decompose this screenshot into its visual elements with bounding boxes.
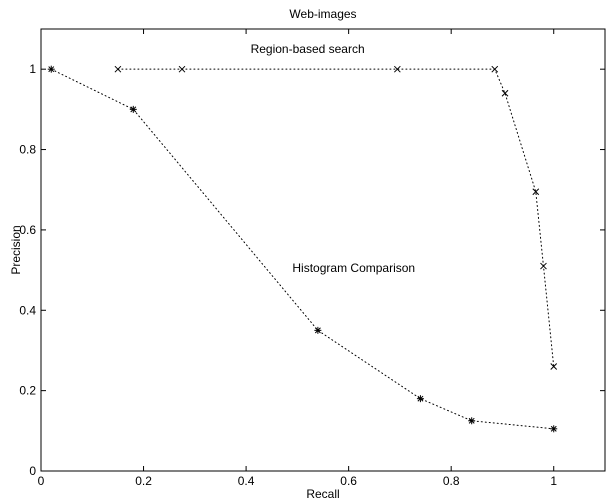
data-point (129, 105, 137, 113)
x-tick-label: 1 (550, 474, 557, 488)
y-tick-label: 0.4 (19, 303, 36, 317)
data-point (393, 65, 401, 73)
data-point (501, 89, 509, 97)
x-tick-label: 0 (38, 474, 45, 488)
y-tick-label: 0.6 (19, 223, 36, 237)
y-tick-label: 0.2 (19, 384, 36, 398)
y-axis-ticks: 0 0.2 0.4 0.6 0.8 1 (19, 62, 605, 478)
y-axis-label: Precision (9, 225, 23, 274)
data-point (416, 395, 424, 403)
data-point (178, 65, 186, 73)
data-point (314, 326, 322, 334)
chart-title: Web-images (289, 7, 356, 21)
x-axis-ticks: 0 0.2 0.4 0.6 0.8 1 (38, 29, 557, 488)
annotation-histogram-comparison: Histogram Comparison (292, 261, 415, 275)
data-point (532, 188, 540, 196)
series-line-histogram-comparison (50, 68, 555, 430)
data-point (468, 417, 476, 425)
data-point (47, 65, 55, 73)
data-point (550, 425, 558, 433)
x-tick-label: 0.2 (135, 474, 152, 488)
y-tick-label: 1 (29, 62, 36, 76)
x-axis-label: Recall (306, 487, 339, 501)
axes-frame (40, 28, 606, 472)
data-point (540, 262, 547, 270)
data-point (114, 65, 122, 73)
x-tick-label: 0.4 (238, 474, 255, 488)
x-tick-label: 0.6 (340, 474, 357, 488)
y-tick-label: 0 (29, 464, 36, 478)
plot-content (47, 65, 558, 433)
x-tick-label: 0.8 (443, 474, 460, 488)
series-line-region-based-search (117, 68, 555, 368)
annotation-region-based-search: Region-based search (251, 42, 365, 56)
y-tick-label: 0.8 (19, 143, 36, 157)
data-point (491, 65, 499, 73)
data-point (550, 363, 558, 370)
